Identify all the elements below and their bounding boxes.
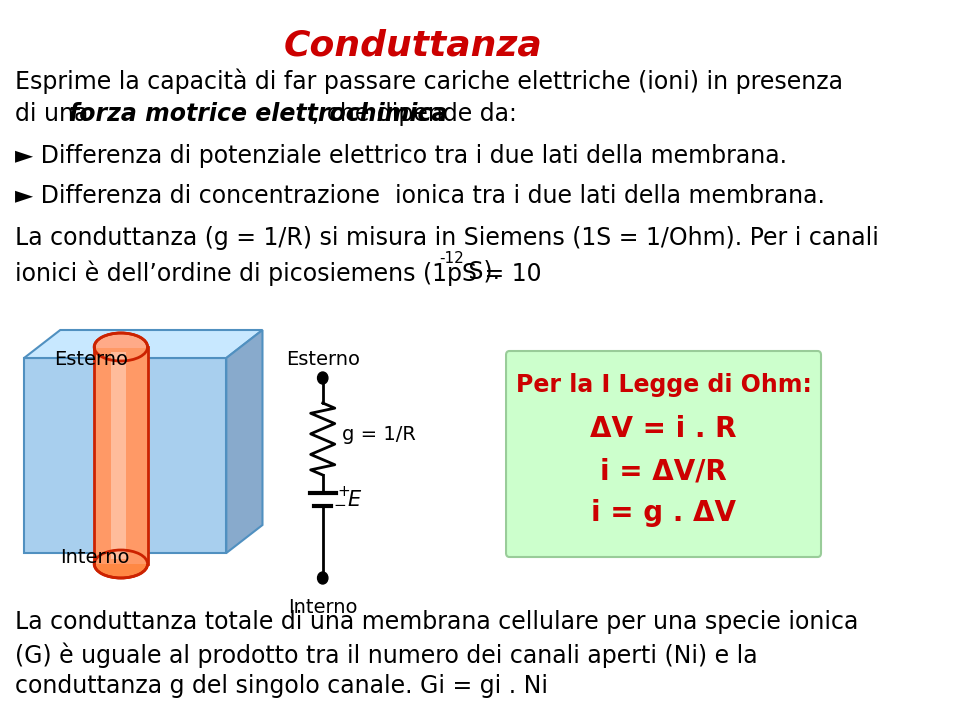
- Text: Conduttanza: Conduttanza: [284, 28, 542, 62]
- Text: Interno: Interno: [288, 598, 357, 617]
- Text: Esterno: Esterno: [286, 350, 360, 369]
- Text: −: −: [333, 498, 346, 513]
- Text: Interno: Interno: [60, 548, 130, 567]
- Text: i = ΔV/R: i = ΔV/R: [600, 457, 727, 485]
- Bar: [94, 347, 148, 564]
- Text: ΔV = i . R: ΔV = i . R: [590, 415, 736, 443]
- Bar: [110, 352, 126, 559]
- Text: ionici è dell’ordine di picosiemens (1pS = 10: ionici è dell’ordine di picosiemens (1pS…: [15, 260, 542, 286]
- Text: ► Differenza di potenziale elettrico tra i due lati della membrana.: ► Differenza di potenziale elettrico tra…: [15, 144, 787, 168]
- Text: (G) è uguale al prodotto tra il numero dei canali aperti (Ni) e la: (G) è uguale al prodotto tra il numero d…: [15, 642, 758, 667]
- FancyBboxPatch shape: [506, 351, 821, 557]
- Text: di una: di una: [15, 102, 96, 126]
- Text: E: E: [348, 489, 361, 510]
- Polygon shape: [227, 330, 262, 553]
- Text: La conduttanza (g = 1/R) si misura in Siemens (1S = 1/Ohm). Per i canali: La conduttanza (g = 1/R) si misura in Si…: [15, 226, 879, 250]
- Text: g = 1/R: g = 1/R: [342, 424, 416, 443]
- Text: Esterno: Esterno: [54, 350, 128, 369]
- Text: S).: S).: [462, 260, 500, 284]
- Bar: [94, 348, 148, 563]
- Polygon shape: [24, 330, 262, 358]
- Text: ► Differenza di concentrazione  ionica tra i due lati della membrana.: ► Differenza di concentrazione ionica tr…: [15, 184, 826, 208]
- Text: Per la I Legge di Ohm:: Per la I Legge di Ohm:: [516, 373, 811, 397]
- Text: conduttanza g del singolo canale. Gi = gi . Ni: conduttanza g del singolo canale. Gi = g…: [15, 674, 548, 698]
- Polygon shape: [24, 358, 227, 553]
- Text: La conduttanza totale di una membrana cellulare per una specie ionica: La conduttanza totale di una membrana ce…: [15, 610, 859, 634]
- Circle shape: [318, 572, 328, 584]
- Text: i = g . ΔV: i = g . ΔV: [591, 499, 736, 527]
- Ellipse shape: [94, 550, 148, 578]
- Circle shape: [318, 372, 328, 384]
- Text: forza motrice elettrochimica: forza motrice elettrochimica: [69, 102, 447, 126]
- Bar: [110, 352, 126, 559]
- Text: -12: -12: [439, 251, 464, 266]
- Text: , che dipende da:: , che dipende da:: [312, 102, 517, 126]
- Ellipse shape: [94, 333, 148, 361]
- Text: +: +: [337, 484, 350, 500]
- Text: Esprime la capacità di far passare cariche elettriche (ioni) in presenza: Esprime la capacità di far passare caric…: [15, 68, 844, 93]
